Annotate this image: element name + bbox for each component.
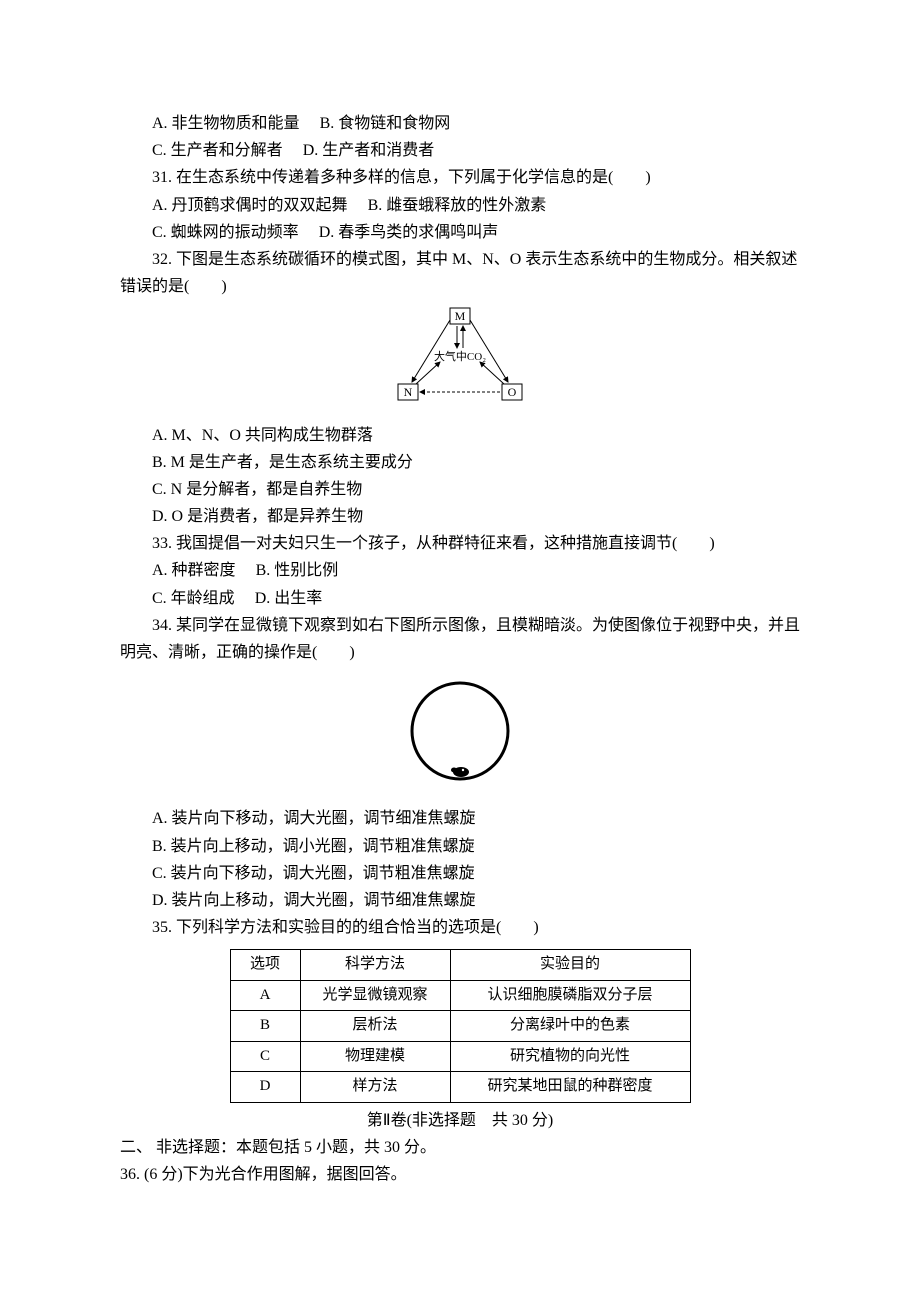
q33-opt-d: D. 出生率 (255, 590, 323, 607)
cell: 研究某地田鼠的种群密度 (450, 1072, 690, 1103)
q30-opt-b: B. 食物链和食物网 (320, 115, 451, 132)
diagram-label-n: N (404, 385, 413, 399)
part2-section-label: 二、 非选择题：本题包括 5 小题，共 30 分。 (120, 1134, 800, 1161)
q31-opt-d: D. 春季鸟类的求偶鸣叫声 (319, 224, 499, 241)
cell: 样方法 (300, 1072, 450, 1103)
q32-opt-b: B. M 是生产者，是生态系统主要成分 (120, 449, 800, 476)
q31-opt-row2: C. 蜘蛛网的振动频率 D. 春季鸟类的求偶鸣叫声 (120, 219, 800, 246)
diagram-label-center: 大气中CO₂ (434, 349, 486, 363)
q32-diagram: M 大气中CO₂ N O (120, 306, 800, 415)
table-row: D 样方法 研究某地田鼠的种群密度 (230, 1072, 690, 1103)
q33-opt-row2: C. 年龄组成 D. 出生率 (120, 585, 800, 612)
th-0: 选项 (230, 950, 300, 981)
table-row: B 层析法 分离绿叶中的色素 (230, 1011, 690, 1042)
q32-opt-d: D. O 是消费者，都是异养生物 (120, 503, 800, 530)
table-row: C 物理建模 研究植物的向光性 (230, 1041, 690, 1072)
microscope-field-icon (405, 676, 515, 786)
cell: 认识细胞膜磷脂双分子层 (450, 980, 690, 1011)
cell: 物理建模 (300, 1041, 450, 1072)
q36-stem: 36. (6 分)下为光合作用图解，据图回答。 (120, 1161, 800, 1188)
q34-stem-text: 34. 某同学在显微镜下观察到如右下图所示图像，且模糊暗淡。为使图像位于视野中央… (120, 617, 800, 661)
q30-opt-a: A. 非生物物质和能量 (152, 115, 300, 132)
q33-opt-a: A. 种群密度 (152, 562, 236, 579)
q31-opt-a: A. 丹顶鹤求偶时的双双起舞 (152, 197, 348, 214)
cell: B (230, 1011, 300, 1042)
q34-opt-d: D. 装片向上移动，调大光圈，调节细准焦螺旋 (120, 887, 800, 914)
carbon-cycle-diagram-icon: M 大气中CO₂ N O (390, 306, 530, 406)
cell: 光学显微镜观察 (300, 980, 450, 1011)
q33-opt-b: B. 性别比例 (256, 562, 339, 579)
q32-stem: 32. 下图是生态系统碳循环的模式图，其中 M、N、O 表示生态系统中的生物成分… (120, 246, 800, 300)
q34-opt-a: A. 装片向下移动，调大光圈，调节细准焦螺旋 (120, 805, 800, 832)
th-1: 科学方法 (300, 950, 450, 981)
q35-table: 选项 科学方法 实验目的 A 光学显微镜观察 认识细胞膜磷脂双分子层 B 层析法… (230, 949, 691, 1103)
q30-opt-d: D. 生产者和消费者 (303, 142, 435, 159)
q33-opt-c: C. 年龄组成 (152, 590, 235, 607)
cell: 研究植物的向光性 (450, 1041, 690, 1072)
q34-stem: 34. 某同学在显微镜下观察到如右下图所示图像，且模糊暗淡。为使图像位于视野中央… (120, 612, 800, 666)
q31-stem: 31. 在生态系统中传递着多种多样的信息，下列属于化学信息的是( ) (120, 164, 800, 191)
q34-opt-c: C. 装片向下移动，调大光圈，调节粗准焦螺旋 (120, 860, 800, 887)
q30-opt-c: C. 生产者和分解者 (152, 142, 283, 159)
table-header-row: 选项 科学方法 实验目的 (230, 950, 690, 981)
q35-stem: 35. 下列科学方法和实验目的的组合恰当的选项是( ) (120, 914, 800, 941)
q32-opt-a: A. M、N、O 共同构成生物群落 (120, 422, 800, 449)
q31-opt-b: B. 雌蚕蛾释放的性外激素 (368, 197, 547, 214)
q31-opt-row1: A. 丹顶鹤求偶时的双双起舞 B. 雌蚕蛾释放的性外激素 (120, 192, 800, 219)
q30-opt-row2: C. 生产者和分解者 D. 生产者和消费者 (120, 137, 800, 164)
cell: C (230, 1041, 300, 1072)
q30-opt-row1: A. 非生物物质和能量 B. 食物链和食物网 (120, 110, 800, 137)
diagram-label-o: O (508, 385, 517, 399)
cell: D (230, 1072, 300, 1103)
q33-stem: 33. 我国提倡一对夫妇只生一个孩子，从种群特征来看，这种措施直接调节( ) (120, 530, 800, 557)
diagram-label-m: M (455, 309, 466, 323)
cell: 层析法 (300, 1011, 450, 1042)
th-2: 实验目的 (450, 950, 690, 981)
cell: A (230, 980, 300, 1011)
q32-stem-text: 32. 下图是生态系统碳循环的模式图，其中 M、N、O 表示生态系统中的生物成分… (120, 251, 797, 295)
cell: 分离绿叶中的色素 (450, 1011, 690, 1042)
table-row: A 光学显微镜观察 认识细胞膜磷脂双分子层 (230, 980, 690, 1011)
q32-opt-c: C. N 是分解者，都是自养生物 (120, 476, 800, 503)
q34-opt-b: B. 装片向上移动，调小光圈，调节粗准焦螺旋 (120, 833, 800, 860)
part2-caption: 第Ⅱ卷(非选择题 共 30 分) (120, 1107, 800, 1134)
q34-circle-diagram (120, 676, 800, 795)
q33-opt-row1: A. 种群密度 B. 性别比例 (120, 557, 800, 584)
q31-opt-c: C. 蜘蛛网的振动频率 (152, 224, 299, 241)
